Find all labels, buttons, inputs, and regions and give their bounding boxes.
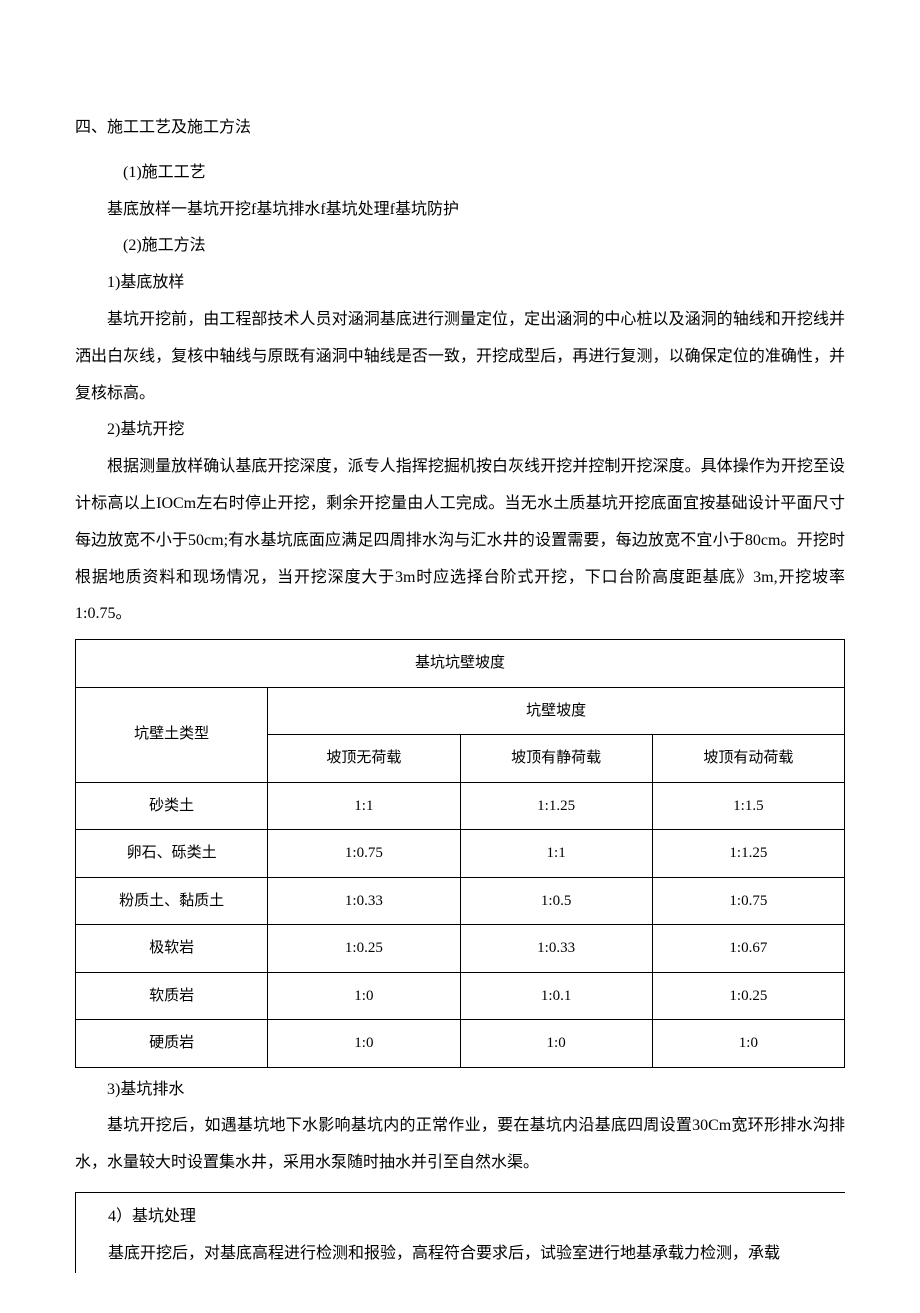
- cell-value: 1:0.25: [652, 972, 844, 1020]
- cell-value: 1:0.33: [268, 877, 460, 925]
- cell-value: 1:1: [460, 830, 652, 878]
- sec2-title: (2)施工方法: [75, 228, 845, 265]
- cell-value: 1:0.1: [460, 972, 652, 1020]
- sec2-s2-title: 2)基坑开挖: [75, 412, 845, 449]
- row-label: 粉质土、黏质土: [76, 877, 268, 925]
- cell-value: 1:0.25: [268, 925, 460, 973]
- row-label: 砂类土: [76, 782, 268, 830]
- cell-value: 1:0.75: [652, 877, 844, 925]
- sec1-title: (1)施工工艺: [75, 155, 845, 192]
- cell-value: 1:0.5: [460, 877, 652, 925]
- sec2-s4-title: 4）基坑处理: [76, 1199, 845, 1236]
- cell-value: 1:1.5: [652, 782, 844, 830]
- sec2-s1-title: 1)基底放样: [75, 265, 845, 302]
- cell-value: 1:1: [268, 782, 460, 830]
- sec2-s3-body: 基坑开挖后，如遇基坑地下水影响基坑内的正常作业，要在基坑内沿基底四周设置30Cm…: [75, 1108, 845, 1182]
- cell-value: 1:0.75: [268, 830, 460, 878]
- row-label: 卵石、砾类土: [76, 830, 268, 878]
- cell-value: 1:0: [460, 1020, 652, 1068]
- cell-value: 1:1.25: [652, 830, 844, 878]
- row-header: 坑壁土类型: [76, 687, 268, 782]
- row-label: 硬质岩: [76, 1020, 268, 1068]
- table-row: 软质岩1:01:0.11:0.25: [76, 972, 845, 1020]
- table-row: 极软岩1:0.251:0.331:0.67: [76, 925, 845, 973]
- cell-value: 1:0.67: [652, 925, 844, 973]
- table-caption: 基坑坑壁坡度: [76, 640, 845, 688]
- cell-value: 1:0.33: [460, 925, 652, 973]
- cell-value: 1:0: [268, 972, 460, 1020]
- col-header: 坡顶无荷载: [268, 735, 460, 783]
- table-row: 砂类土1:11:1.251:1.5: [76, 782, 845, 830]
- row-label: 极软岩: [76, 925, 268, 973]
- sec2-s4-body: 基底开挖后，对基底高程进行检测和报验，高程符合要求后，试验室进行地基承载力检测，…: [76, 1236, 845, 1273]
- table-row: 基坑坑壁坡度: [76, 640, 845, 688]
- group-header: 坑壁坡度: [268, 687, 845, 735]
- sec2-s1-body: 基坑开挖前，由工程部技术人员对涵洞基底进行测量定位，定出涵洞的中心桩以及涵洞的轴…: [75, 302, 845, 412]
- cell-value: 1:0: [652, 1020, 844, 1068]
- cell-value: 1:0: [268, 1020, 460, 1068]
- row-label: 软质岩: [76, 972, 268, 1020]
- table-row: 粉质土、黏质土1:0.331:0.51:0.75: [76, 877, 845, 925]
- col-header: 坡顶有静荷载: [460, 735, 652, 783]
- sec1-body: 基底放样一基坑开挖f基坑排水f基坑处理f基坑防护: [75, 192, 845, 229]
- section-heading: 四、施工工艺及施工方法: [75, 110, 845, 147]
- col-header: 坡顶有动荷载: [652, 735, 844, 783]
- cell-value: 1:1.25: [460, 782, 652, 830]
- table-row: 卵石、砾类土1:0.751:11:1.25: [76, 830, 845, 878]
- slope-table: 基坑坑壁坡度 坑壁土类型 坑壁坡度 坡顶无荷载 坡顶有静荷载 坡顶有动荷载 砂类…: [75, 639, 845, 1068]
- sec2-s3-title: 3)基坑排水: [75, 1072, 845, 1109]
- table-row: 硬质岩1:01:01:0: [76, 1020, 845, 1068]
- sec2-s2-body: 根据测量放样确认基底开挖深度，派专人指挥挖掘机按白灰线开挖并控制开挖深度。具体操…: [75, 449, 845, 633]
- table-row: 坑壁土类型 坑壁坡度: [76, 687, 845, 735]
- partial-bottom-box: 4）基坑处理 基底开挖后，对基底高程进行检测和报验，高程符合要求后，试验室进行地…: [75, 1192, 845, 1273]
